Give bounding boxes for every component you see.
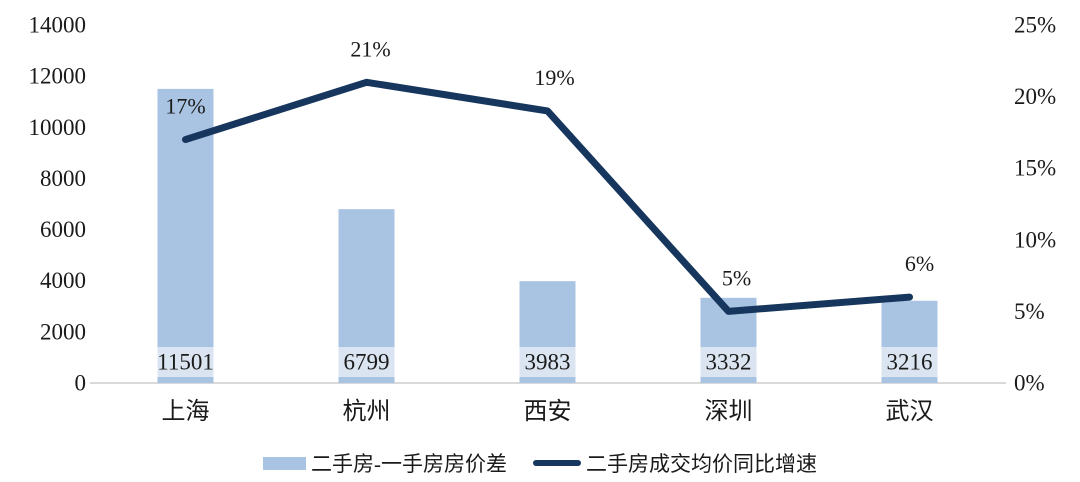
left-axis-tick: 4000 xyxy=(40,268,86,293)
left-axis-tick: 8000 xyxy=(40,166,86,191)
category-label: 上海 xyxy=(162,398,210,425)
line-point-label: 5% xyxy=(722,265,751,290)
left-axis-tick: 10000 xyxy=(29,115,87,140)
legend-label-growth-rate: 二手房成交均价同比增速 xyxy=(586,452,817,476)
left-axis-tick: 14000 xyxy=(29,13,87,38)
left-axis-tick: 2000 xyxy=(40,319,86,344)
left-axis-tick: 0 xyxy=(75,371,87,396)
category-label: 深圳 xyxy=(705,398,753,425)
right-axis-tick: 10% xyxy=(1014,227,1056,252)
right-axis-tick: 5% xyxy=(1014,299,1045,324)
line-point-label: 19% xyxy=(534,65,574,90)
right-axis-tick: 25% xyxy=(1014,13,1056,38)
bar-value-label: 11501 xyxy=(157,350,214,375)
line-point-label: 17% xyxy=(165,94,205,119)
bar-value-label-bg xyxy=(519,347,576,377)
bar-value-label-bg xyxy=(157,347,214,377)
legend-item-growth-rate: 二手房成交均价同比增速 xyxy=(533,448,817,478)
legend-item-price-gap: 二手房-一手房房价差 xyxy=(263,448,507,478)
bar-value-label: 3216 xyxy=(887,350,933,375)
bar-value-label-bg xyxy=(700,347,757,377)
left-axis-tick: 12000 xyxy=(29,64,87,89)
bar-value-label-bg xyxy=(338,347,395,377)
right-axis-tick: 15% xyxy=(1014,156,1056,181)
right-axis-tick: 0% xyxy=(1014,371,1045,396)
left-axis-tick: 6000 xyxy=(40,217,86,242)
bar-value-label-bg xyxy=(881,347,938,377)
line-series xyxy=(182,78,913,315)
category-label: 杭州 xyxy=(343,398,391,425)
bar-value-label: 3983 xyxy=(525,350,571,375)
bar-series-swatch xyxy=(263,456,306,470)
chart-legend: 二手房-一手房房价差 二手房成交均价同比增速 xyxy=(0,449,1080,477)
chart-plot: 0 2000 4000 6000 8000 10000 12000 14000 0% 5% 10% 1… xyxy=(29,13,1057,426)
bar-value-label: 3332 xyxy=(706,350,752,375)
category-label: 武汉 xyxy=(886,398,934,425)
legend-label-price-gap: 二手房-一手房房价差 xyxy=(311,452,507,476)
line-point-label: 6% xyxy=(905,251,934,276)
right-axis-tick: 20% xyxy=(1014,84,1056,109)
line-series-swatch xyxy=(533,460,581,466)
category-label: 西安 xyxy=(524,398,572,425)
line-point-label: 21% xyxy=(350,36,390,61)
bar-value-label: 6799 xyxy=(344,350,390,375)
